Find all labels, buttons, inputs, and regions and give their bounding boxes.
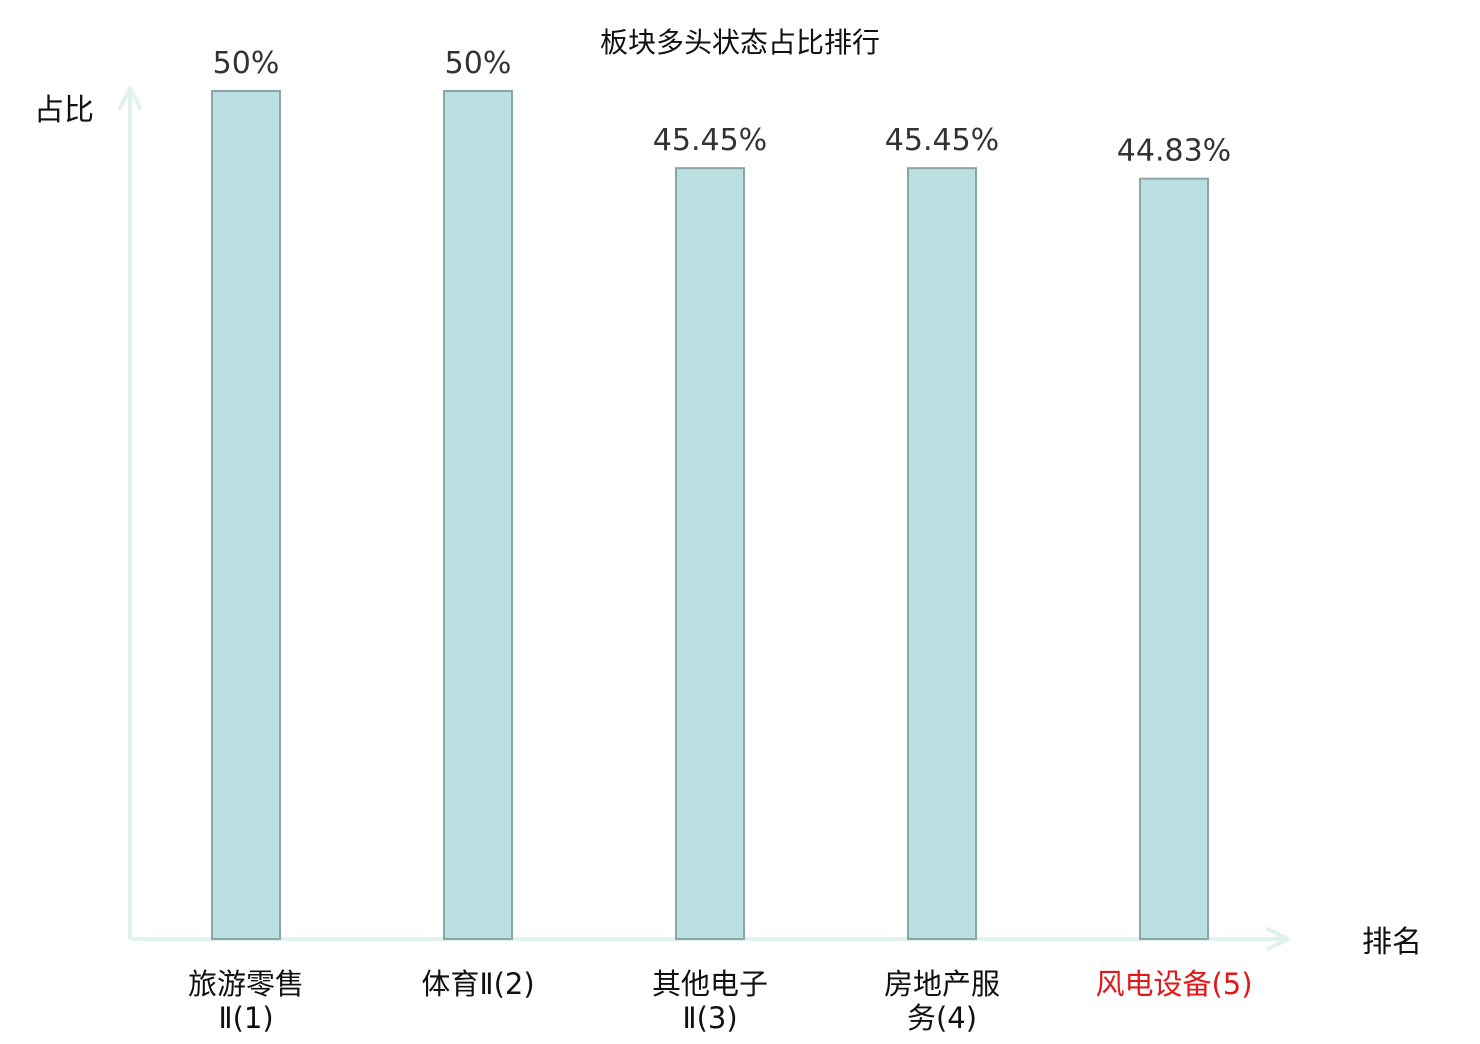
value-labels-group: 50% 50% 45.45% 45.45% 44.83% — [213, 46, 1232, 169]
bar-value-label: 50% — [213, 46, 280, 81]
bar-value-label: 45.45% — [885, 123, 999, 158]
bar — [907, 167, 977, 940]
bar-value-label: 50% — [445, 46, 512, 81]
category-tick-label: Ⅱ(3) — [682, 1001, 737, 1035]
category-tick-label: 其他电子 — [652, 967, 768, 1001]
category-tick-label: 风电设备(5) — [1095, 967, 1252, 1001]
bar-value-label: 45.45% — [653, 123, 767, 158]
x-axis-label: 排名 — [1362, 925, 1422, 960]
category-tick-label: 体育Ⅱ(2) — [421, 967, 534, 1001]
bar — [675, 167, 745, 940]
bar — [211, 90, 281, 940]
bar — [1139, 177, 1209, 940]
category-tick-label: Ⅱ(1) — [218, 1001, 273, 1035]
category-tick-label: 务(4) — [907, 1001, 977, 1035]
y-axis-arrow-icon — [118, 86, 142, 110]
bars-group — [211, 90, 1209, 940]
category-tick-label: 房地产服 — [884, 967, 1000, 1001]
bar-value-label: 44.83% — [1117, 134, 1231, 169]
chart-title: 板块多头状态占比排行 — [600, 26, 880, 59]
bar — [443, 90, 513, 940]
y-axis-label: 占比 — [34, 93, 94, 128]
category-tick-label: 旅游零售 — [188, 967, 304, 1001]
x-axis-arrow-icon — [1266, 927, 1290, 951]
